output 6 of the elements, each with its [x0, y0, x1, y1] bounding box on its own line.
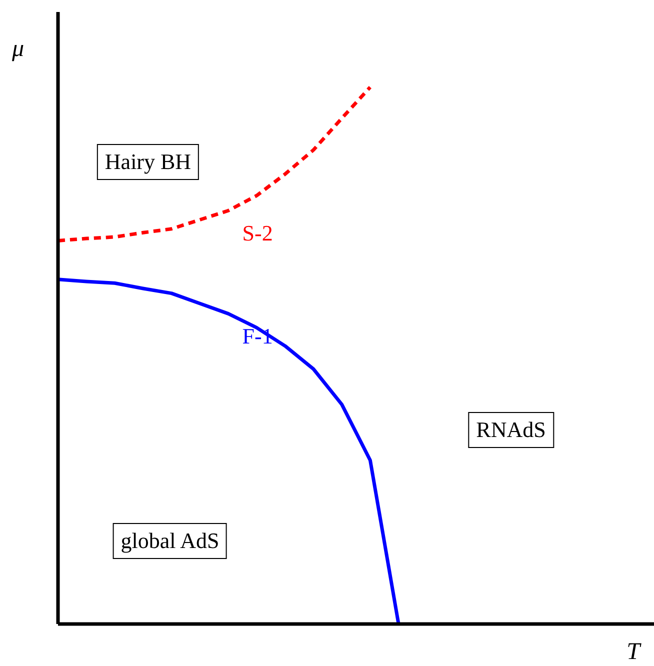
y-axis-title: μ [12, 36, 24, 63]
x-axis-title: T [626, 639, 640, 666]
region-label-box: RNAdS [468, 412, 554, 448]
region-label-box: global AdS [112, 523, 228, 559]
region-label-box: Hairy BH [96, 144, 200, 180]
series-label: S-2 [242, 220, 273, 246]
